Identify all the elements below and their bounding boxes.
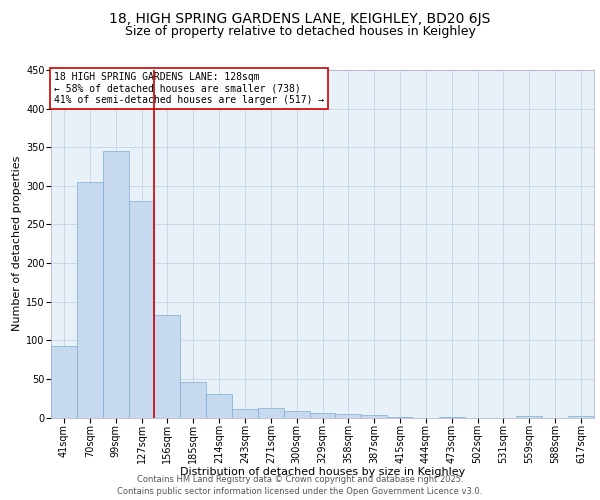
Bar (51, 346, 77, 418)
Bar (77, 182, 103, 418)
Bar (568, 416, 594, 418)
Y-axis label: Number of detached properties: Number of detached properties (12, 156, 22, 332)
Bar (284, 412, 310, 418)
Bar (335, 414, 361, 418)
Text: 18, HIGH SPRING GARDENS LANE, KEIGHLEY, BD20 6JS: 18, HIGH SPRING GARDENS LANE, KEIGHLEY, … (109, 12, 491, 26)
Bar (180, 382, 206, 418)
Bar (517, 416, 542, 418)
X-axis label: Distribution of detached houses by size in Keighley: Distribution of detached houses by size … (180, 468, 465, 477)
Text: Contains HM Land Registry data © Crown copyright and database right 2025.: Contains HM Land Registry data © Crown c… (137, 475, 463, 484)
Bar (258, 408, 284, 418)
Bar (361, 415, 387, 418)
Bar (439, 416, 465, 418)
Bar (387, 416, 413, 418)
Bar (310, 413, 335, 418)
Bar (206, 394, 232, 417)
Bar (103, 151, 128, 417)
Text: Contains public sector information licensed under the Open Government Licence v3: Contains public sector information licen… (118, 488, 482, 496)
Bar (154, 315, 180, 418)
Text: 18 HIGH SPRING GARDENS LANE: 128sqm
← 58% of detached houses are smaller (738)
4: 18 HIGH SPRING GARDENS LANE: 128sqm ← 58… (54, 72, 324, 105)
Bar (128, 202, 154, 418)
Text: Size of property relative to detached houses in Keighley: Size of property relative to detached ho… (125, 25, 475, 38)
Bar (232, 409, 258, 418)
